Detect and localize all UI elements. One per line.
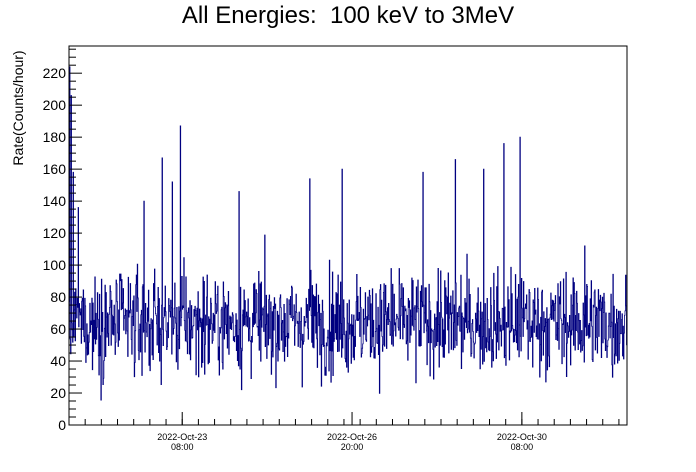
- axes: 0 20 40 60 80 100 120 140 160 180 200 220 2022-Oct-2…: [43, 45, 628, 452]
- histogram-line: [68, 66, 628, 425]
- y-tick-label: 180: [43, 129, 67, 145]
- y-tick-label: 80: [50, 289, 66, 305]
- y-axis-label: Rate(Counts/hour): [10, 50, 26, 165]
- y-tick-label: 60: [50, 321, 66, 337]
- y-tick-label: 200: [43, 97, 67, 113]
- x-tick-time: 20:00: [341, 442, 364, 452]
- x-tick-date: 2022-Oct-26: [327, 432, 377, 442]
- data-series: [68, 66, 628, 425]
- y-tick-label: 40: [50, 353, 66, 369]
- plot-frame: [68, 45, 628, 426]
- x-tick-time: 08:00: [171, 442, 194, 452]
- x-tick-date: 2022-Oct-23: [157, 432, 207, 442]
- y-tick-label: 100: [43, 257, 67, 273]
- y-tick-label: 140: [43, 193, 67, 209]
- y-tick-label: 120: [43, 225, 67, 241]
- y-tick-label: 160: [43, 161, 67, 177]
- chart-title: All Energies: 100 keV to 3MeV: [181, 2, 515, 29]
- y-tick-label: 0: [58, 417, 66, 433]
- x-tick-date: 2022-Oct-30: [497, 432, 547, 442]
- y-tick-label: 20: [50, 385, 66, 401]
- y-tick-label: 220: [43, 65, 67, 81]
- x-tick-time: 08:00: [511, 442, 534, 452]
